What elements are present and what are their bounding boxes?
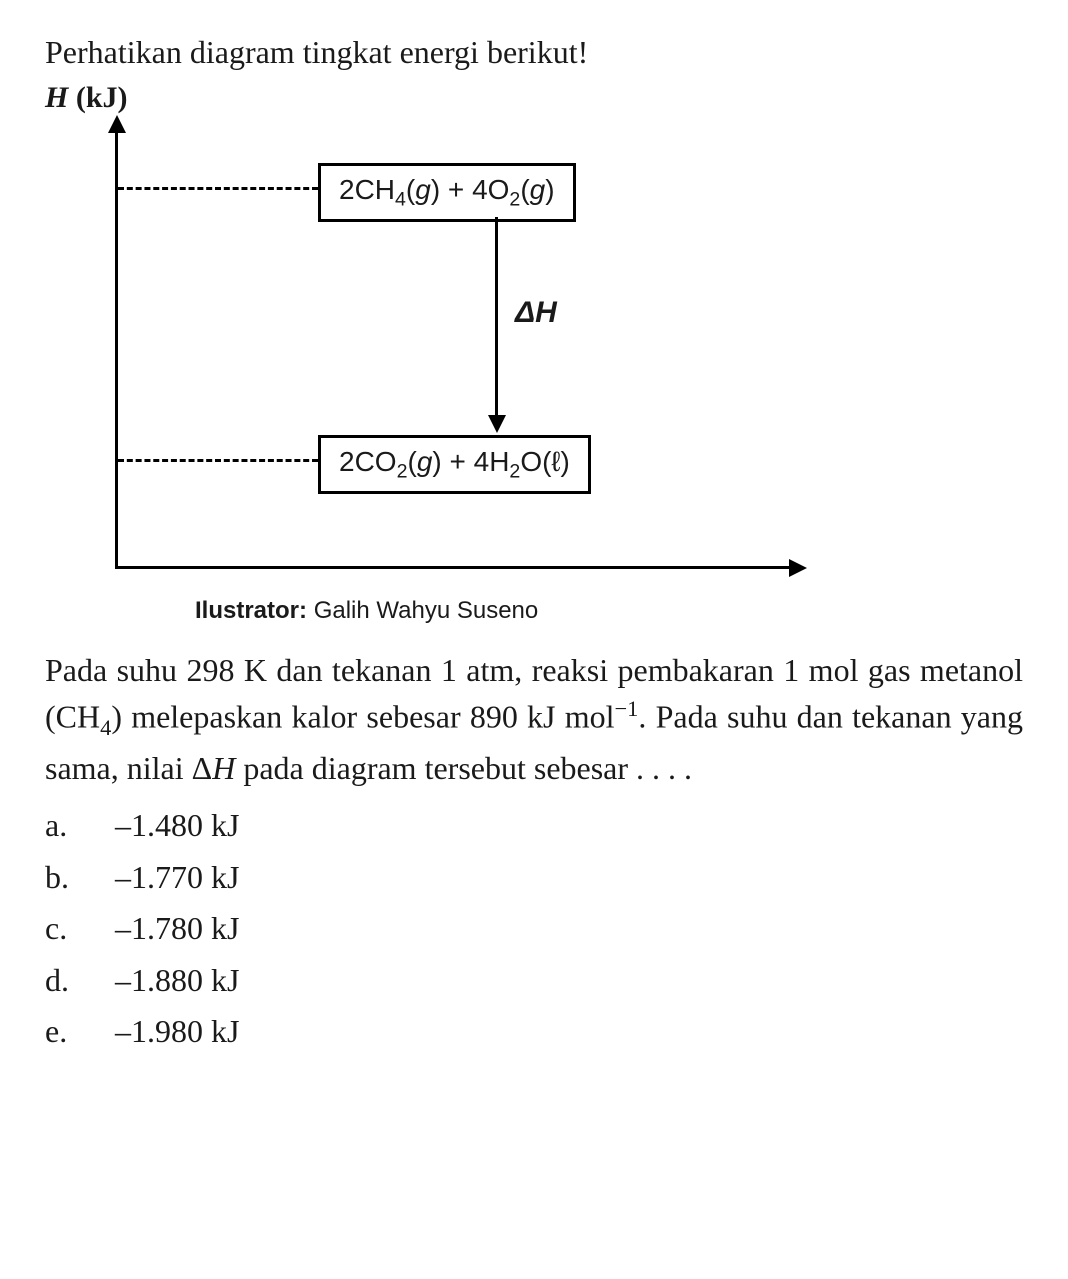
delta-h-arrow-icon	[488, 415, 506, 433]
option-text: –1.770 kJ	[115, 853, 239, 903]
delta-h-label: ΔH	[515, 296, 557, 330]
question-body: Pada suhu 298 K dan tekanan 1 atm, reaks…	[45, 647, 1023, 791]
dash-line-bottom	[118, 459, 318, 462]
delta-h-arrow-line	[495, 217, 498, 417]
answer-options: a. –1.480 kJ b. –1.770 kJ c. –1.780 kJ d…	[45, 801, 1023, 1057]
question-intro: Perhatikan diagram tingkat energi beriku…	[45, 30, 1023, 75]
y-axis-var: H	[45, 81, 68, 114]
x-axis-line	[115, 566, 795, 569]
dash-line-top	[118, 187, 318, 190]
option-text: –1.880 kJ	[115, 956, 239, 1006]
y-axis-arrow-icon	[108, 115, 126, 133]
option-d: d. –1.880 kJ	[45, 956, 1023, 1006]
illustrator-label: Ilustrator:	[195, 597, 307, 624]
option-text: –1.980 kJ	[115, 1007, 239, 1057]
y-axis-label: H (kJ)	[45, 81, 1023, 115]
option-letter: d.	[45, 956, 115, 1006]
energy-diagram: 2CH4(g) + 4O2(g) 2CO2(g) + 4H2O(ℓ) ΔH	[75, 121, 835, 591]
option-letter: c.	[45, 904, 115, 954]
y-axis-unit: (kJ)	[76, 81, 128, 114]
x-axis-arrow-icon	[789, 559, 807, 577]
option-a: a. –1.480 kJ	[45, 801, 1023, 851]
option-letter: b.	[45, 853, 115, 903]
option-b: b. –1.770 kJ	[45, 853, 1023, 903]
reactants-box: 2CH4(g) + 4O2(g)	[318, 163, 576, 223]
illustrator-name: Galih Wahyu Suseno	[314, 597, 539, 624]
option-letter: e.	[45, 1007, 115, 1057]
option-letter: a.	[45, 801, 115, 851]
option-text: –1.480 kJ	[115, 801, 239, 851]
option-c: c. –1.780 kJ	[45, 904, 1023, 954]
illustrator-credit: Ilustrator: Galih Wahyu Suseno	[195, 597, 1023, 625]
products-box: 2CO2(g) + 4H2O(ℓ)	[318, 435, 591, 495]
option-text: –1.780 kJ	[115, 904, 239, 954]
option-e: e. –1.980 kJ	[45, 1007, 1023, 1057]
